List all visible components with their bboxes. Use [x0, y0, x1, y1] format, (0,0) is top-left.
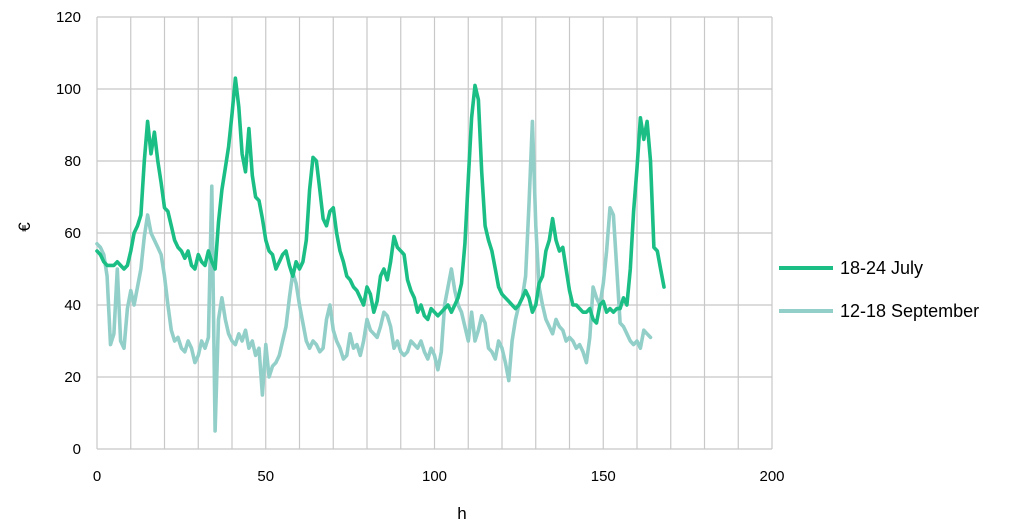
- y-axis-ticks: 0 20 40 60 80 100 120: [56, 9, 81, 458]
- x-tick-label: 50: [257, 468, 274, 485]
- x-tick-label: 0: [93, 468, 101, 485]
- legend-label: 18-24 July: [840, 258, 923, 278]
- y-tick-label: 60: [64, 225, 81, 242]
- grid: [96, 16, 773, 450]
- y-tick-label: 0: [73, 441, 81, 458]
- x-axis-title: h: [457, 504, 466, 523]
- y-tick-label: 80: [64, 153, 81, 170]
- y-tick-label: 100: [56, 81, 81, 98]
- x-axis-ticks: 0 50 100 150 200: [93, 468, 785, 485]
- x-tick-label: 150: [591, 468, 616, 485]
- y-axis-title: €: [15, 222, 34, 232]
- x-tick-label: 100: [422, 468, 447, 485]
- y-tick-label: 20: [64, 369, 81, 386]
- series-line-1: [95, 119, 653, 433]
- legend-label: 12-18 September: [840, 301, 979, 321]
- series-line-0: [95, 76, 666, 325]
- series-layer: [95, 76, 666, 433]
- y-tick-label: 120: [56, 9, 81, 26]
- y-tick-label: 40: [64, 297, 81, 314]
- legend: 18-24 July 12-18 September: [779, 258, 979, 321]
- x-tick-label: 200: [759, 468, 784, 485]
